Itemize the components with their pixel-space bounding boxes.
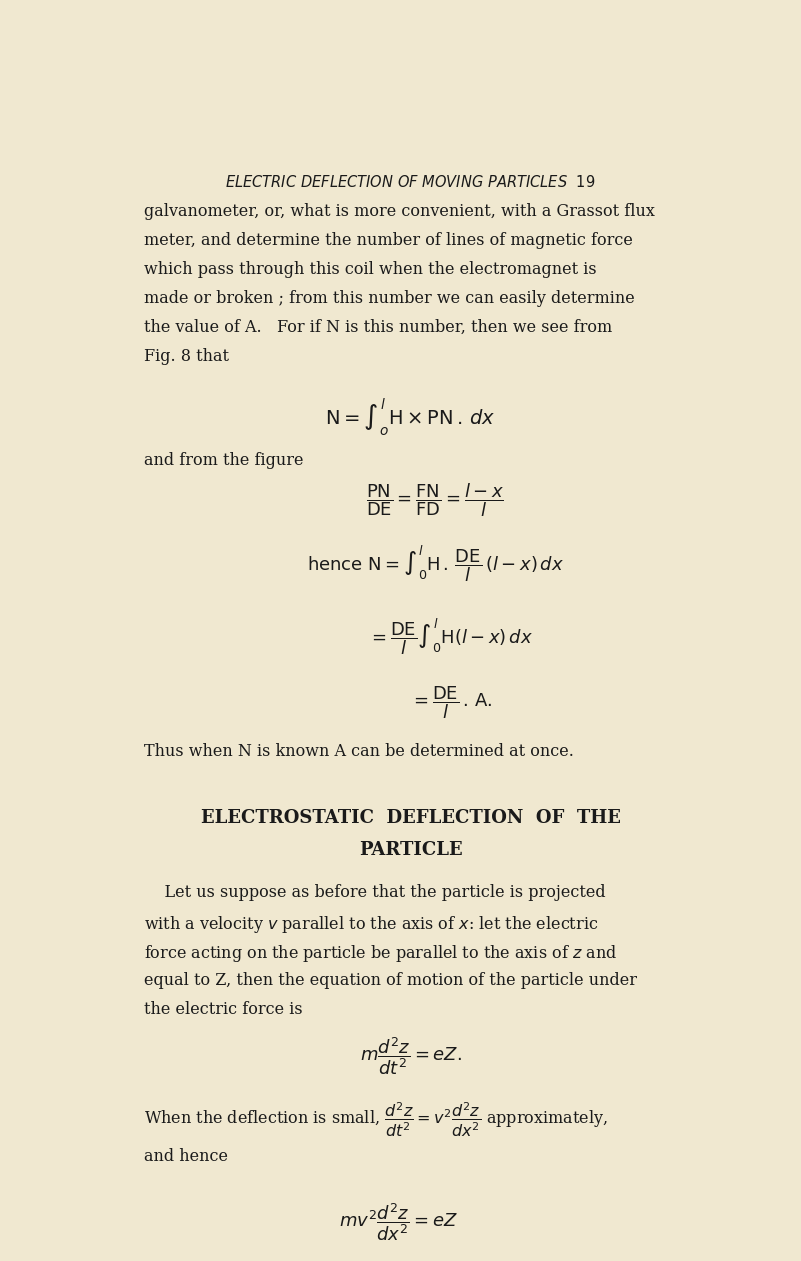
Text: $\mathit{ELECTRIC\ DEFLECTION\ OF\ MOVING\ PARTICLES}$  $\mathrm{19}$: $\mathit{ELECTRIC\ DEFLECTION\ OF\ MOVIN… <box>225 174 596 189</box>
Text: $= \dfrac{\mathrm{DE}}{l} \int_{\,0}^{l} \mathrm{H}(l - x)\,dx$: $= \dfrac{\mathrm{DE}}{l} \int_{\,0}^{l}… <box>368 617 533 657</box>
Text: PARTICLE: PARTICLE <box>359 841 462 859</box>
Text: $mv^2\dfrac{d^2z}{dx^2} = eZ$: $mv^2\dfrac{d^2z}{dx^2} = eZ$ <box>339 1200 457 1243</box>
Text: Let us suppose as before that the particle is projected: Let us suppose as before that the partic… <box>143 884 606 902</box>
Text: $\mathrm{N} = \int_{\,o}^{l} \mathrm{H} \times \mathrm{PN}\, . \, dx$: $\mathrm{N} = \int_{\,o}^{l} \mathrm{H} … <box>325 397 496 439</box>
Text: and hence: and hence <box>143 1148 227 1165</box>
Text: When the deflection is small, $\dfrac{d^2z}{dt^2} = v^2\dfrac{d^2z}{dx^2}$ appro: When the deflection is small, $\dfrac{d^… <box>143 1101 607 1140</box>
Text: ELECTROSTATIC  DEFLECTION  OF  THE: ELECTROSTATIC DEFLECTION OF THE <box>200 808 621 827</box>
Text: meter, and determine the number of lines of magnetic force: meter, and determine the number of lines… <box>143 232 633 248</box>
Text: $\dfrac{\mathrm{PN}}{\mathrm{DE}} = \dfrac{\mathrm{FN}}{\mathrm{FD}} = \dfrac{l : $\dfrac{\mathrm{PN}}{\mathrm{DE}} = \dfr… <box>366 482 505 520</box>
Text: Thus when N is known A can be determined at once.: Thus when N is known A can be determined… <box>143 743 574 759</box>
Text: galvanometer, or, what is more convenient, with a Grassot flux: galvanometer, or, what is more convenien… <box>143 203 654 219</box>
Text: $m\dfrac{d^2z}{dt^2} = eZ.$: $m\dfrac{d^2z}{dt^2} = eZ.$ <box>360 1035 461 1077</box>
Text: made or broken ; from this number we can easily determine: made or broken ; from this number we can… <box>143 290 634 308</box>
Text: with a velocity $v$ parallel to the axis of $x$: let the electric: with a velocity $v$ parallel to the axis… <box>143 913 598 934</box>
Text: $= \dfrac{\mathrm{DE}}{l}\, . \,\mathrm{A.}$: $= \dfrac{\mathrm{DE}}{l}\, . \,\mathrm{… <box>409 685 493 721</box>
Text: which pass through this coil when the electromagnet is: which pass through this coil when the el… <box>143 261 596 277</box>
Text: the value of A.   For if N is this number, then we see from: the value of A. For if N is this number,… <box>143 319 612 337</box>
Text: force acting on the particle be parallel to the axis of $z$ and: force acting on the particle be parallel… <box>143 943 617 963</box>
Text: equal to Z, then the equation of motion of the particle under: equal to Z, then the equation of motion … <box>143 972 637 989</box>
Text: Fig. 8 that: Fig. 8 that <box>143 348 228 366</box>
Text: the electric force is: the electric force is <box>143 1001 302 1018</box>
Text: $\mathrm{hence\ N} = \int_{\,0}^{l} \mathrm{H}\, . \,\dfrac{\mathrm{DE}}{l}\,(l : $\mathrm{hence\ N} = \int_{\,0}^{l} \mat… <box>307 543 564 585</box>
Text: and from the figure: and from the figure <box>143 453 303 469</box>
